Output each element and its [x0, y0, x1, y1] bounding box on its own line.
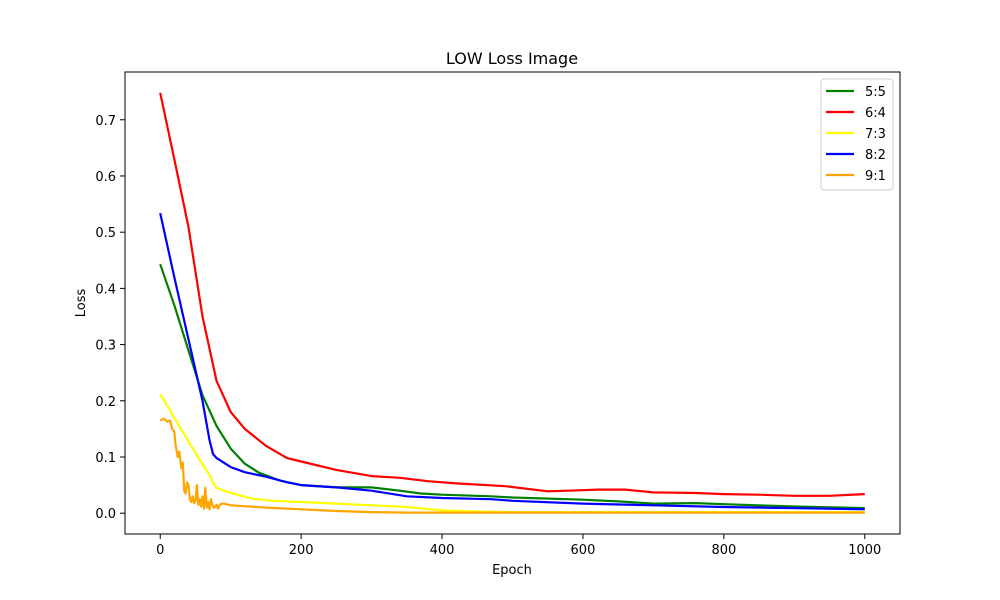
- series-line-4: [159, 417, 865, 514]
- x-axis-label: Epoch: [492, 563, 532, 578]
- x-axis: 0 200 400 600 800 1000: [156, 534, 881, 558]
- plot-area: [124, 71, 901, 535]
- series-line-1: [159, 92, 865, 497]
- x-tick-label: 800: [711, 543, 736, 558]
- x-tick-label: 200: [289, 543, 314, 558]
- x-tick-label: 400: [430, 543, 455, 558]
- y-tick-label: 0.1: [95, 451, 116, 466]
- series-line-3: [159, 212, 865, 511]
- y-axis: 0.0 0.1 0.2 0.3 0.4 0.5 0.6 0.7: [95, 114, 125, 522]
- series-layer: [159, 92, 865, 514]
- x-tick-label: 1000: [848, 543, 881, 558]
- y-tick-label: 0.4: [95, 282, 116, 297]
- legend-box: [820, 78, 894, 191]
- y-tick-label: 0.7: [95, 114, 116, 129]
- legend-label: 6:4: [865, 106, 886, 121]
- x-tick-label: 0: [156, 543, 164, 558]
- legend-label: 9:1: [865, 169, 886, 184]
- legend: 5:5 6:4 7:3 8:2 9:1: [820, 78, 894, 191]
- y-tick-label: 0.3: [95, 339, 116, 354]
- chart-title: LOW Loss Image: [446, 49, 578, 68]
- legend-label: 5:5: [865, 85, 886, 100]
- y-tick-label: 0.5: [95, 226, 116, 241]
- legend-label: 7:3: [865, 127, 886, 142]
- x-tick-label: 600: [571, 543, 596, 558]
- y-axis-label: Loss: [74, 289, 89, 318]
- y-tick-label: 0.6: [95, 170, 116, 185]
- y-tick-label: 0.0: [95, 507, 116, 522]
- y-tick-label: 0.2: [95, 395, 116, 410]
- legend-label: 8:2: [865, 148, 886, 163]
- series-line-0: [159, 263, 865, 510]
